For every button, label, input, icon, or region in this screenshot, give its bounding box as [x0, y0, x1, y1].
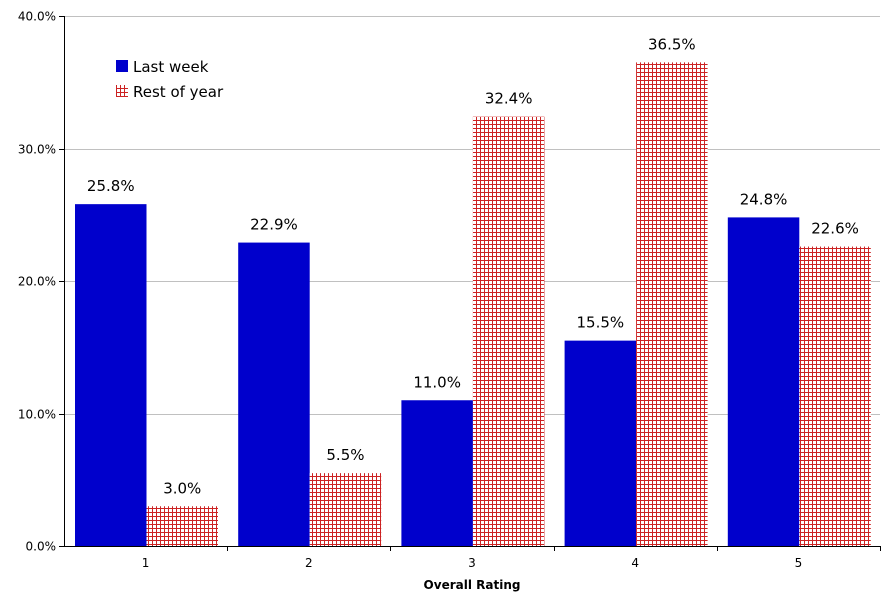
bar-last-week	[238, 242, 310, 546]
y-tick-label: 30.0%	[18, 143, 56, 157]
data-label: 32.4%	[485, 90, 533, 108]
bar-last-week	[75, 204, 147, 546]
y-tick-label: 10.0%	[18, 408, 56, 422]
x-tick-label: 3	[468, 556, 476, 570]
bars	[75, 62, 871, 547]
data-label: 24.8%	[740, 190, 788, 208]
bar-last-week	[727, 217, 800, 546]
bar-rest-of-year	[309, 473, 382, 546]
data-label: 22.9%	[250, 216, 298, 234]
data-label: 36.5%	[648, 35, 696, 53]
data-label: 11.0%	[413, 373, 461, 391]
y-tick-label: 20.0%	[18, 275, 56, 289]
data-label: 15.5%	[577, 314, 625, 332]
legend-label: Rest of year	[133, 83, 224, 101]
bar-rest-of-year	[472, 116, 545, 546]
x-tick-label: 4	[631, 556, 639, 570]
bar-rest-of-year	[799, 246, 871, 547]
data-label: 22.6%	[811, 220, 859, 238]
y-tick-label: 0.0%	[26, 540, 57, 554]
data-label: 5.5%	[326, 446, 364, 464]
data-label: 3.0%	[163, 479, 201, 497]
legend-swatch-rest-of-year	[116, 85, 128, 97]
legend-label: Last week	[133, 58, 209, 76]
data-label: 25.8%	[87, 177, 135, 195]
x-axis-title: Overall Rating	[424, 578, 521, 592]
y-tick-label: 40.0%	[18, 10, 56, 24]
x-tick-label: 2	[305, 556, 313, 570]
x-tick-label: 1	[142, 556, 150, 570]
legend-swatch-last-week	[116, 60, 128, 72]
axes: 0.0% 10.0% 20.0% 30.0% 40.0% 1 2 3 4 5	[18, 10, 881, 570]
x-tick-label: 5	[795, 556, 803, 570]
data-labels: 25.8% 3.0% 22.9% 5.5% 11.0% 32.4% 15.5% 36.5% 24…	[87, 35, 859, 497]
bar-last-week	[564, 340, 637, 546]
bar-rest-of-year	[146, 506, 218, 546]
legend: Last week Rest of year	[116, 58, 224, 101]
bar-last-week	[401, 400, 473, 546]
bar-rest-of-year	[636, 62, 708, 546]
